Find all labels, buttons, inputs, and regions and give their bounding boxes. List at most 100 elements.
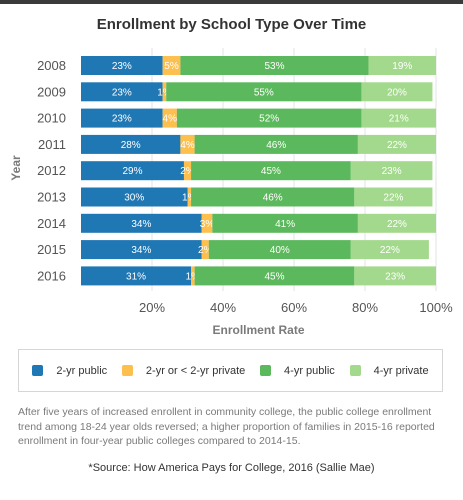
bar-label-2008-series-3: 19%	[392, 61, 412, 72]
bar-2014-series-1	[201, 213, 213, 233]
stacked-bar-chart: 2008 23% 5% 53% 19% 2009 23% 1% 55% 20% 2010 23% 4% 5…	[9, 48, 453, 337]
bar-label-2015-series-0: 34%	[131, 245, 151, 256]
source-citation: *Source: How America Pays for College, 2…	[88, 462, 375, 474]
bar-2009-series-3	[361, 82, 433, 102]
bar-label-2011-series-3: 22%	[387, 140, 407, 151]
bar-label-2010-series-0: 23%	[112, 114, 132, 125]
bar-label-2016-series-3: 23%	[385, 271, 405, 282]
bar-2016-series-3	[354, 266, 436, 286]
bar-label-2016-series-0: 31%	[126, 271, 146, 282]
chart-title: Enrollment by School Type Over Time	[96, 16, 367, 33]
bar-label-2010-series-1: 4%	[163, 114, 178, 125]
bar-label-2011-series-1: 4%	[180, 140, 195, 151]
bar-2015-series-1	[201, 240, 209, 260]
bar-2010-series-2	[176, 108, 362, 128]
bar-label-2008-series-0: 23%	[112, 61, 132, 72]
x-tick-label-3: 80%	[352, 300, 378, 315]
legend-item-2yr-public: 2-yr public	[32, 365, 107, 377]
bar-label-2014-series-1: 3%	[200, 219, 215, 230]
bar-label-2011-series-0: 28%	[121, 140, 141, 151]
y-tick-label-2015: 2015	[37, 242, 66, 257]
bar-label-2012-series-2: 45%	[261, 166, 281, 177]
bar-2016-series-0	[81, 266, 192, 286]
bar-label-2014-series-3: 22%	[387, 219, 407, 230]
bar-2008-series-3	[368, 56, 436, 75]
bar-2011-series-2	[194, 134, 358, 154]
bar-2012-series-2	[191, 161, 351, 181]
top-bar	[0, 0, 463, 4]
bar-label-2014-series-0: 34%	[131, 219, 151, 230]
bar-label-2008-series-1: 5%	[164, 61, 179, 72]
x-tick-label-0: 20%	[139, 300, 165, 315]
bar-2012-series-0	[81, 161, 184, 181]
bar-label-2009-series-3: 20%	[387, 87, 407, 98]
bar-label-2015-series-2: 40%	[270, 245, 290, 256]
y-tick-label-2014: 2014	[37, 216, 66, 231]
bar-2014-series-0	[81, 213, 202, 233]
bar-2014-series-2	[212, 213, 358, 233]
bar-2008-series-2	[180, 56, 369, 75]
bar-2010-series-1	[162, 108, 177, 128]
bar-2015-series-2	[208, 240, 351, 260]
bar-label-2013-series-0: 30%	[124, 193, 144, 204]
chart-legend: 2-yr public 2-yr or < 2-yr private 4-yr …	[18, 349, 443, 392]
legend-item-4yr-public: 4-yr public	[260, 365, 335, 377]
bar-2015-series-0	[81, 240, 202, 260]
bar-label-2013-series-1: 1%	[182, 193, 197, 204]
bar-2011-series-0	[81, 134, 181, 154]
bar-label-2013-series-2: 46%	[263, 193, 283, 204]
bar-2013-series-3	[354, 187, 433, 207]
legend-swatch-4yr-public	[260, 365, 272, 376]
bar-2013-series-0	[81, 187, 188, 207]
bar-2013-series-2	[191, 187, 355, 207]
bar-label-2012-series-0: 29%	[122, 166, 142, 177]
bar-2015-series-3	[350, 240, 429, 260]
bar-2011-series-1	[180, 134, 195, 154]
bar-2010-series-0	[81, 108, 163, 128]
bar-2013-series-1	[187, 187, 192, 207]
bar-label-2010-series-3: 21%	[389, 114, 409, 125]
bar-label-2008-series-2: 53%	[264, 61, 284, 72]
bar-2011-series-3	[357, 134, 436, 154]
legend-item-4yr-private: 4-yr private	[349, 364, 429, 377]
x-axis-title: Enrollment Rate	[212, 323, 304, 337]
legend-label-4yr-public: 4-yr public	[284, 364, 335, 377]
bar-label-2016-series-1: 1%	[186, 271, 201, 282]
bar-2016-series-2	[194, 266, 355, 286]
x-tick-label-4: 100%	[419, 300, 453, 315]
bar-2009-series-2	[166, 82, 362, 102]
bar-2009-series-0	[81, 82, 163, 102]
y-tick-label-2012: 2012	[37, 163, 66, 178]
bar-label-2013-series-3: 22%	[383, 193, 403, 204]
bar-label-2015-series-3: 22%	[380, 245, 400, 256]
bar-label-2016-series-2: 45%	[264, 271, 284, 282]
bar-2009-series-1	[162, 82, 167, 102]
legend-label-2yr-private: 2-yr or < 2-yr private	[145, 364, 246, 377]
y-axis-title: Year	[9, 155, 23, 181]
bar-label-2011-series-2: 46%	[266, 140, 286, 151]
bar-label-2014-series-2: 41%	[275, 219, 295, 230]
y-tick-label-2010: 2010	[37, 111, 66, 126]
bar-2008-series-1	[162, 56, 181, 75]
legend-item-2yr-private: 2-yr or < 2-yr private	[121, 364, 246, 377]
bar-2012-series-1	[183, 161, 192, 181]
bar-2012-series-3	[350, 161, 433, 181]
bar-label-2015-series-1: 2%	[198, 245, 213, 256]
legend-swatch-2yr-public	[32, 365, 44, 376]
bar-label-2012-series-3: 23%	[382, 166, 402, 177]
x-tick-label-1: 40%	[210, 300, 236, 315]
legend-label-4yr-private: 4-yr private	[373, 364, 429, 377]
y-tick-label-2011: 2011	[38, 137, 66, 152]
bar-label-2012-series-1: 2%	[180, 166, 195, 177]
x-tick-label-2: 60%	[281, 300, 307, 315]
legend-label-2yr-public: 2-yr public	[56, 364, 108, 377]
bar-label-2009-series-0: 23%	[112, 87, 132, 98]
bar-2016-series-1	[191, 266, 195, 286]
y-tick-label-2013: 2013	[37, 190, 66, 205]
bar-2010-series-3	[361, 108, 436, 128]
legend-swatch-4yr-private	[349, 365, 361, 376]
y-tick-label-2009: 2009	[37, 84, 66, 99]
bar-2014-series-3	[357, 213, 436, 233]
bar-label-2010-series-2: 52%	[259, 114, 279, 125]
bar-label-2009-series-1: 1%	[157, 87, 172, 98]
